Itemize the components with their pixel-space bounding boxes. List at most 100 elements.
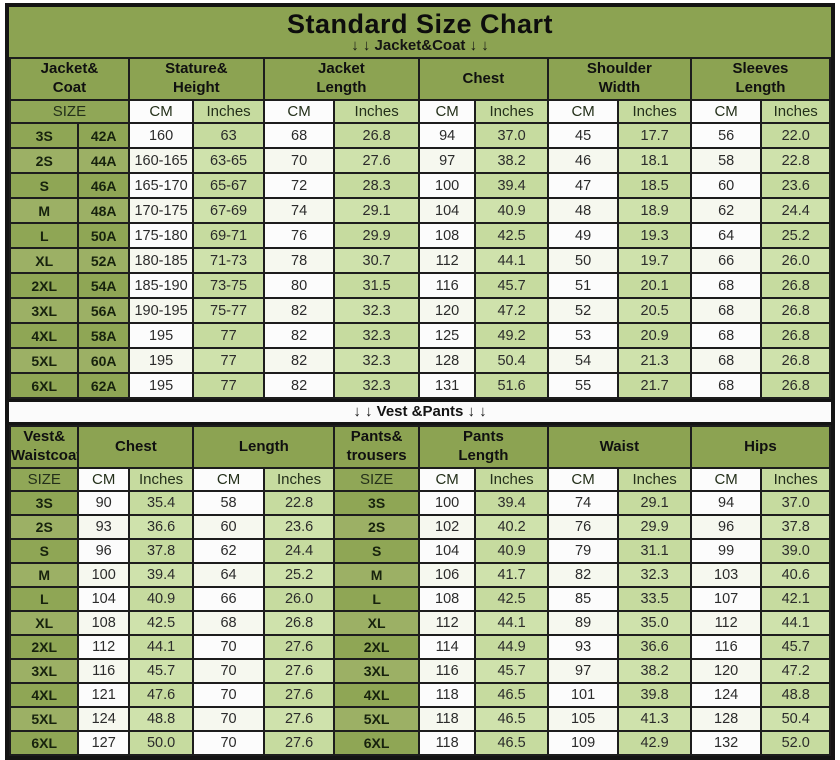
value-cell: 47.6 [127,682,195,708]
value-cell: 77 [192,372,265,399]
value-cell: 108 [417,222,477,249]
value-cell: 131 [417,372,477,399]
value-cell: 35.0 [617,610,692,636]
value-cell: 21.7 [617,372,692,399]
col-group-vest-chest: Chest [77,425,195,469]
value-cell: 76 [546,514,620,540]
value-cell: 26.8 [760,297,831,324]
value-cell: 40.2 [474,514,549,540]
table-row: M 100 39.4 64 25.2 M 106 41.7 82 32.3 103 40.6 [8,562,831,588]
size-cell: 2XL [333,634,420,660]
value-cell: 36.6 [617,634,692,660]
size-cell: 4XL [333,682,420,708]
inches-header: Inches [192,99,265,124]
value-cell: 70 [192,634,265,660]
jacket-group-header-row: Jacket& Coat Stature& Height Jacket Leng… [9,57,832,101]
value-cell: 160 [127,122,195,149]
value-cell: 40.6 [760,562,831,588]
value-cell: 47.2 [760,658,831,684]
value-cell: 195 [127,347,195,374]
size-cell: 3S [333,490,420,516]
size-cell: 48A [77,197,130,224]
col-group-chest: Chest [417,57,549,101]
value-cell: 44.1 [760,610,831,636]
value-cell: 73-75 [192,272,265,299]
col-group-jacket-length: Jacket Length [262,57,420,101]
size-cell: M [8,197,80,224]
value-cell: 160-165 [127,147,195,174]
value-cell: 42.9 [617,730,692,756]
value-cell: 80 [262,272,336,299]
col-group-vest-waistcoat: Vest& Waistcoat [8,425,80,469]
value-cell: 62 [689,197,763,224]
value-cell: 27.6 [262,706,336,732]
size-cell: 3XL [333,658,420,684]
size-cell: 3S [8,122,80,149]
value-cell: 82 [546,562,620,588]
size-cell: 46A [77,172,130,199]
value-cell: 170-175 [127,197,195,224]
cm-header: CM [689,99,763,124]
size-cell: 2XL [8,272,80,299]
size-cell: 4XL [8,682,80,708]
value-cell: 31.1 [617,538,692,564]
value-cell: 101 [546,682,620,708]
value-cell: 25.2 [262,562,336,588]
value-cell: 68 [689,322,763,349]
value-cell: 63 [192,122,265,149]
table-row: XL 52A 180-185 71-73 78 30.7 112 44.1 50 19.7 66 26… [8,247,831,274]
value-cell: 42.1 [760,586,831,612]
value-cell: 96 [689,514,763,540]
value-cell: 70 [192,706,265,732]
value-cell: 23.6 [262,514,336,540]
value-cell: 112 [77,634,130,660]
value-cell: 60 [689,172,763,199]
value-cell: 32.3 [333,347,420,374]
value-cell: 23.6 [760,172,831,199]
value-cell: 72 [262,172,336,199]
cm-header: CM [417,467,477,492]
size-cell: 5XL [8,706,80,732]
size-cell: 3XL [8,658,80,684]
table-row: S 96 37.8 62 24.4 S 104 40.9 79 31.1 99 39.0 [8,538,831,564]
value-cell: 37.8 [760,514,831,540]
value-cell: 36.6 [127,514,195,540]
value-cell: 116 [77,658,130,684]
value-cell: 69-71 [192,222,265,249]
value-cell: 107 [689,586,763,612]
value-cell: 26.8 [262,610,336,636]
value-cell: 37.8 [127,538,195,564]
cm-header: CM [127,99,195,124]
value-cell: 19.7 [617,247,692,274]
value-cell: 70 [192,658,265,684]
size-cell: S [8,172,80,199]
value-cell: 78 [262,247,336,274]
size-cell: 54A [77,272,130,299]
value-cell: 71-73 [192,247,265,274]
value-cell: 77 [192,347,265,374]
value-cell: 19.3 [617,222,692,249]
table-row: 5XL 124 48.8 70 27.6 5XL 118 46.5 105 41.3 128 50.4 [8,706,831,732]
vest-group-header-row: Vest& Waistcoat Chest Length Pants& trou… [8,425,832,469]
value-cell: 22.8 [262,490,336,516]
value-cell: 68 [689,272,763,299]
value-cell: 68 [689,297,763,324]
value-cell: 60 [192,514,265,540]
value-cell: 44.1 [474,610,549,636]
value-cell: 40.9 [474,538,549,564]
size-cell: XL [8,610,80,636]
value-cell: 50.4 [474,347,549,374]
value-cell: 195 [127,372,195,399]
size-cell: 3S [8,490,80,516]
value-cell: 39.8 [617,682,692,708]
value-cell: 118 [417,682,477,708]
value-cell: 22.8 [760,147,831,174]
value-cell: 120 [689,658,763,684]
table-row: 6XL 62A 195 77 82 32.3 131 51.6 55 21.7 68 26.8 [8,372,831,399]
value-cell: 109 [546,730,620,756]
value-cell: 82 [262,322,336,349]
value-cell: 68 [192,610,265,636]
size-cell: M [8,562,80,588]
value-cell: 40.9 [127,586,195,612]
value-cell: 94 [689,490,763,516]
